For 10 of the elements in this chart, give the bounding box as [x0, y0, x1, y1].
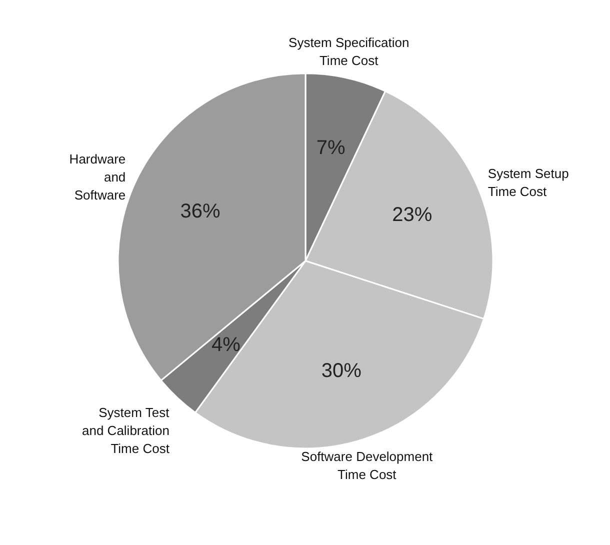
- slice-label: Software Development Time Cost: [301, 448, 434, 482]
- slice-label: Hardware and Software: [69, 151, 126, 202]
- data-label: 23%: [392, 204, 432, 226]
- slice-label: System Setup Time Cost: [488, 166, 569, 199]
- slice-label: System Test and Calibration Time Cost: [82, 404, 170, 456]
- data-label: 36%: [180, 200, 221, 223]
- data-label: 7%: [316, 137, 346, 160]
- slice-label: System Specification Time Cost: [288, 35, 410, 68]
- data-label: 30%: [321, 360, 362, 382]
- data-label: 4%: [211, 334, 241, 356]
